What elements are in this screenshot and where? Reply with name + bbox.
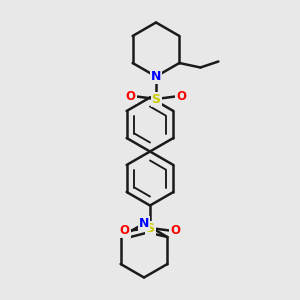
Text: N: N — [139, 217, 149, 230]
Text: S: S — [146, 221, 154, 235]
Text: S: S — [152, 92, 160, 106]
Text: O: O — [120, 224, 130, 237]
Text: O: O — [170, 224, 180, 237]
Text: O: O — [126, 90, 136, 103]
Text: N: N — [151, 70, 161, 83]
Text: O: O — [176, 90, 186, 103]
